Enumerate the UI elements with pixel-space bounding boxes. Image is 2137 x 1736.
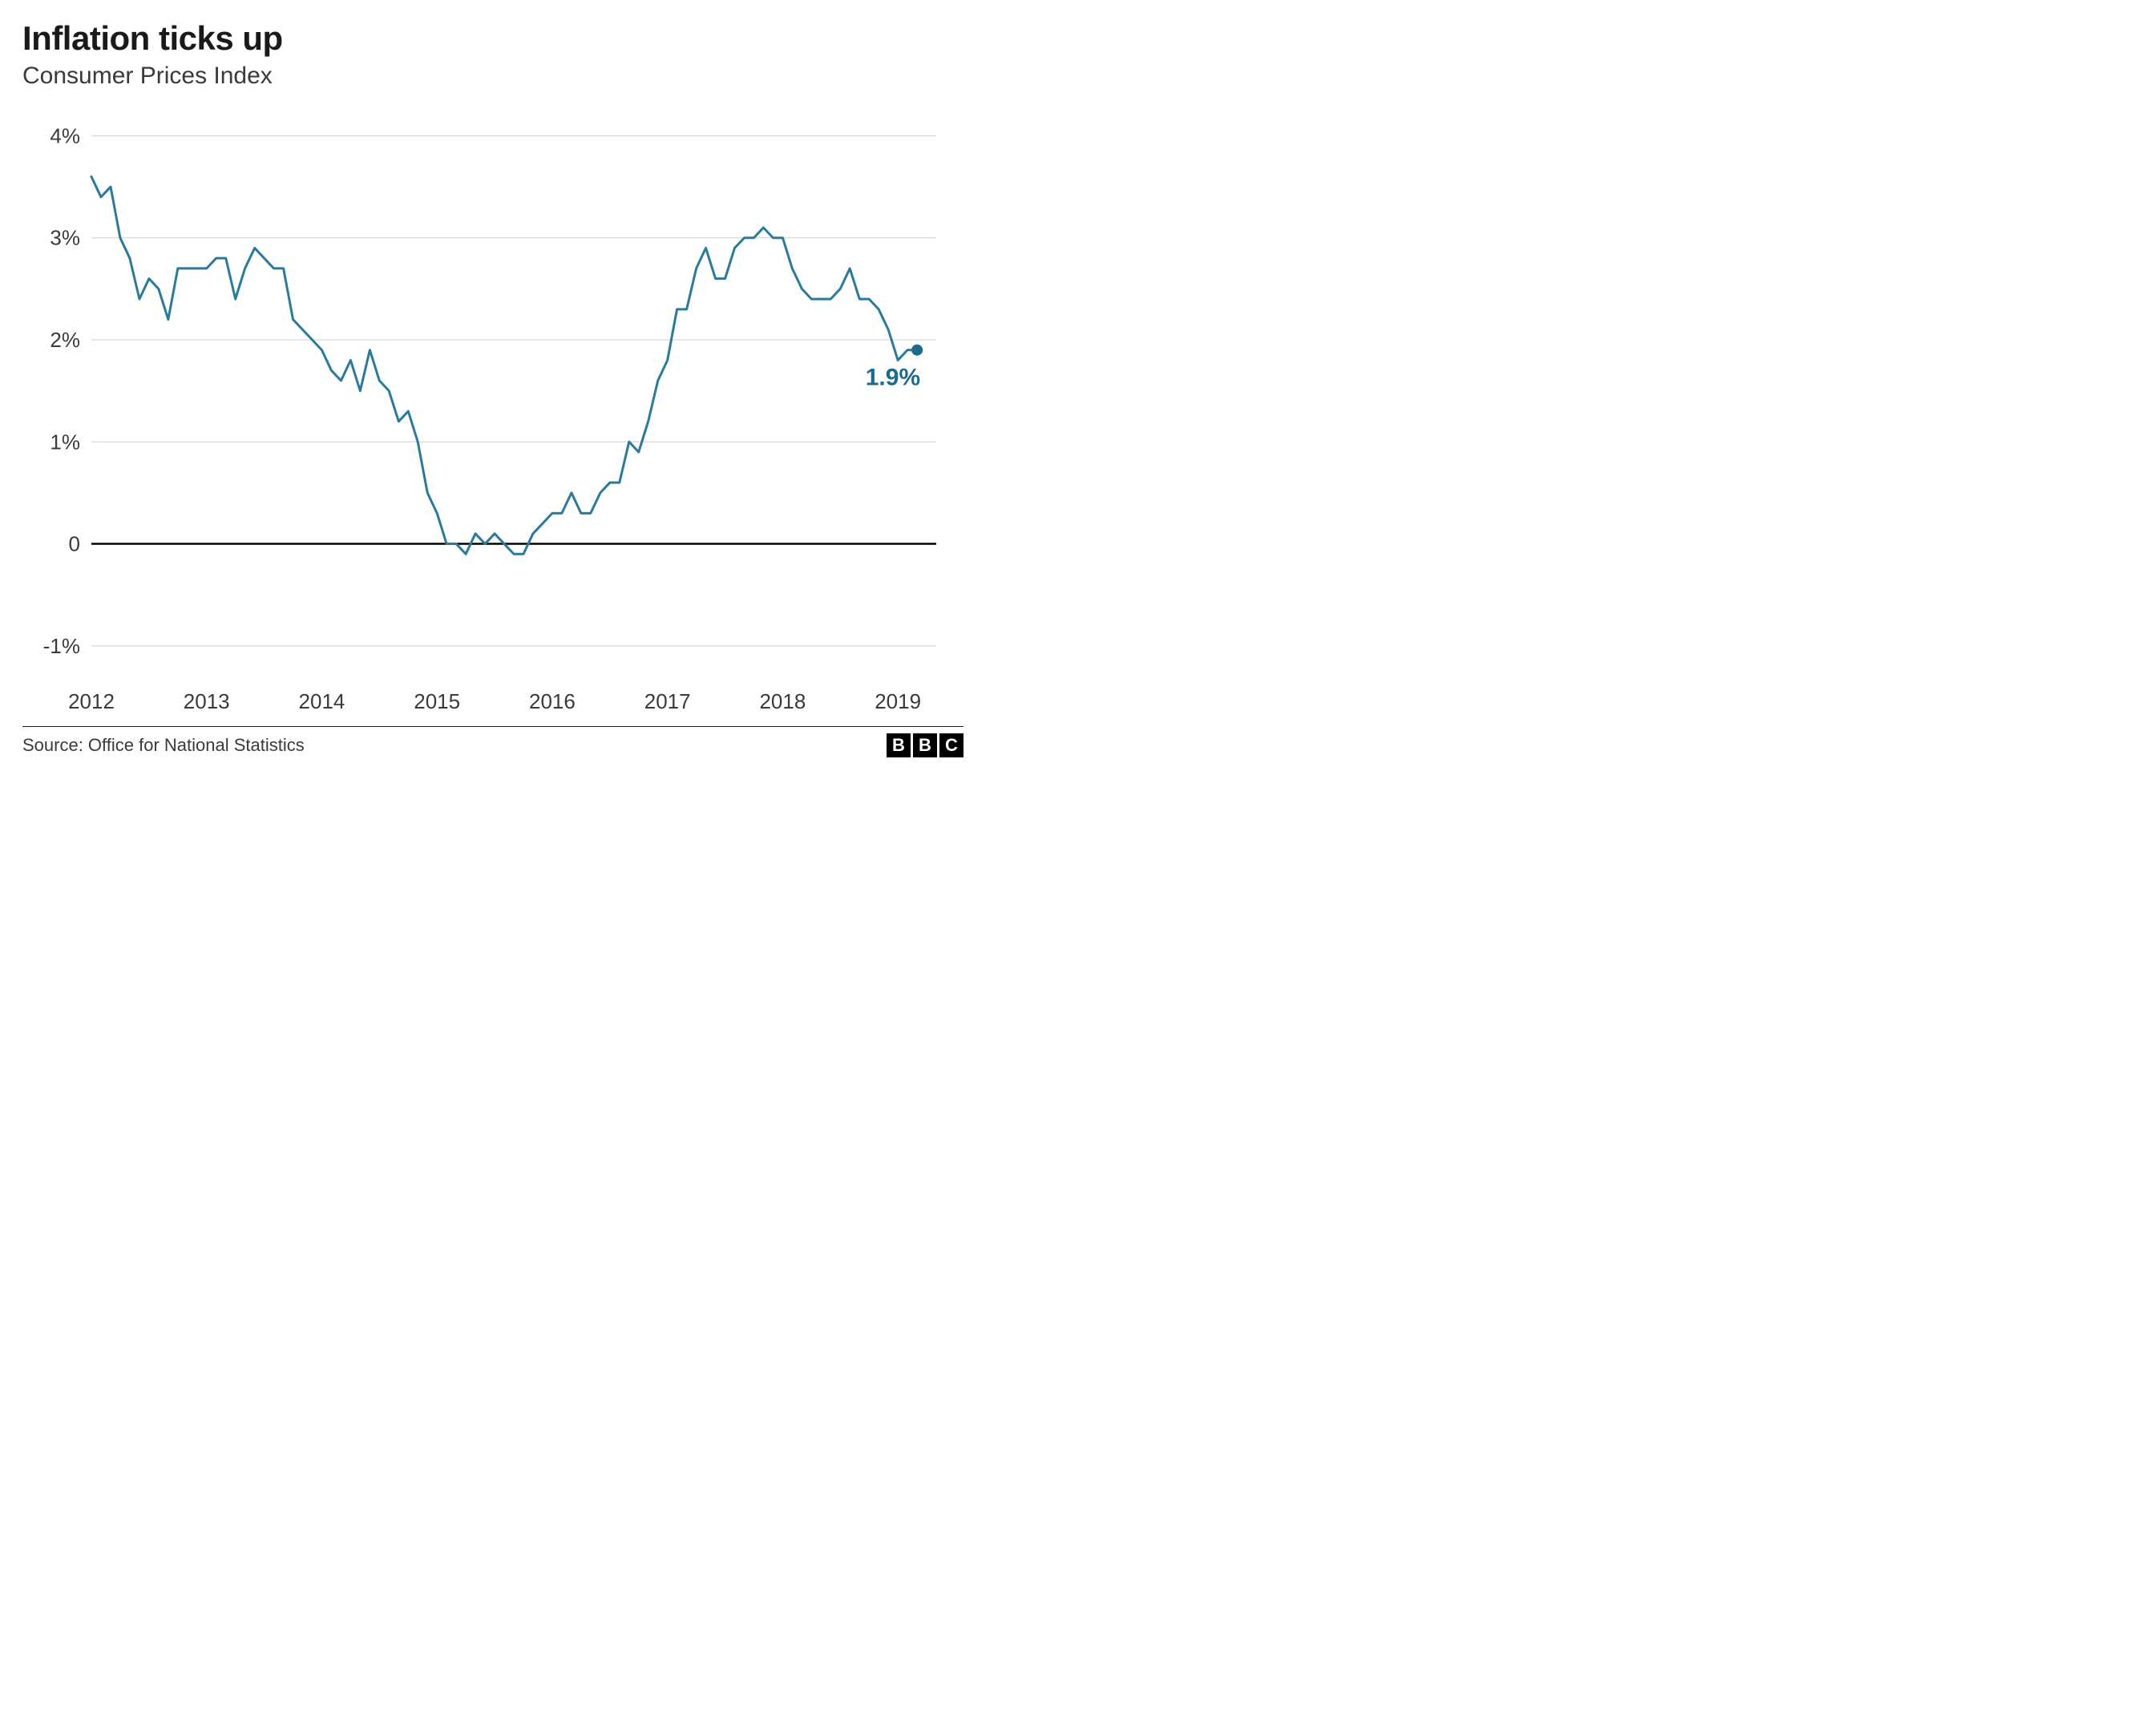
x-axis-tick-label: 2014 xyxy=(299,689,345,713)
source-text: Source: Office for National Statistics xyxy=(22,735,305,756)
y-axis-tick-label: 3% xyxy=(50,226,80,250)
chart-container: Inflation ticks up Consumer Prices Index… xyxy=(0,0,986,801)
bbc-logo-letter: B xyxy=(913,733,937,757)
y-axis-tick-label: 4% xyxy=(50,123,80,147)
cpi-series-line xyxy=(91,176,917,554)
chart-footer: Source: Office for National Statistics B… xyxy=(22,726,963,757)
bbc-logo: B B C xyxy=(887,733,963,757)
y-axis-tick-label: -1% xyxy=(43,634,80,658)
y-axis-tick-label: 2% xyxy=(50,328,80,352)
x-axis-tick-label: 2016 xyxy=(529,689,576,713)
end-point-marker xyxy=(911,345,923,356)
line-chart-svg: -1% 0 1% 2% 3% 4% 2012 2013 2014 2015 2016 2017 2018… xyxy=(22,104,960,721)
x-axis-tick-label: 2013 xyxy=(184,689,230,713)
bbc-logo-letter: C xyxy=(939,733,963,757)
end-point-label: 1.9% xyxy=(866,365,920,391)
bbc-logo-letter: B xyxy=(887,733,911,757)
x-axis-tick-label: 2012 xyxy=(68,689,115,713)
y-axis-tick-label: 0 xyxy=(69,532,80,556)
chart-plot-area: -1% 0 1% 2% 3% 4% 2012 2013 2014 2015 2016 2017 2018… xyxy=(22,104,963,721)
y-axis-tick-label: 1% xyxy=(50,430,80,454)
chart-title: Inflation ticks up xyxy=(22,19,963,58)
x-axis-tick-label: 2018 xyxy=(759,689,806,713)
x-axis-tick-label: 2019 xyxy=(875,689,921,713)
x-axis-tick-label: 2017 xyxy=(644,689,691,713)
x-axis-tick-label: 2015 xyxy=(414,689,460,713)
chart-subtitle: Consumer Prices Index xyxy=(22,63,963,90)
